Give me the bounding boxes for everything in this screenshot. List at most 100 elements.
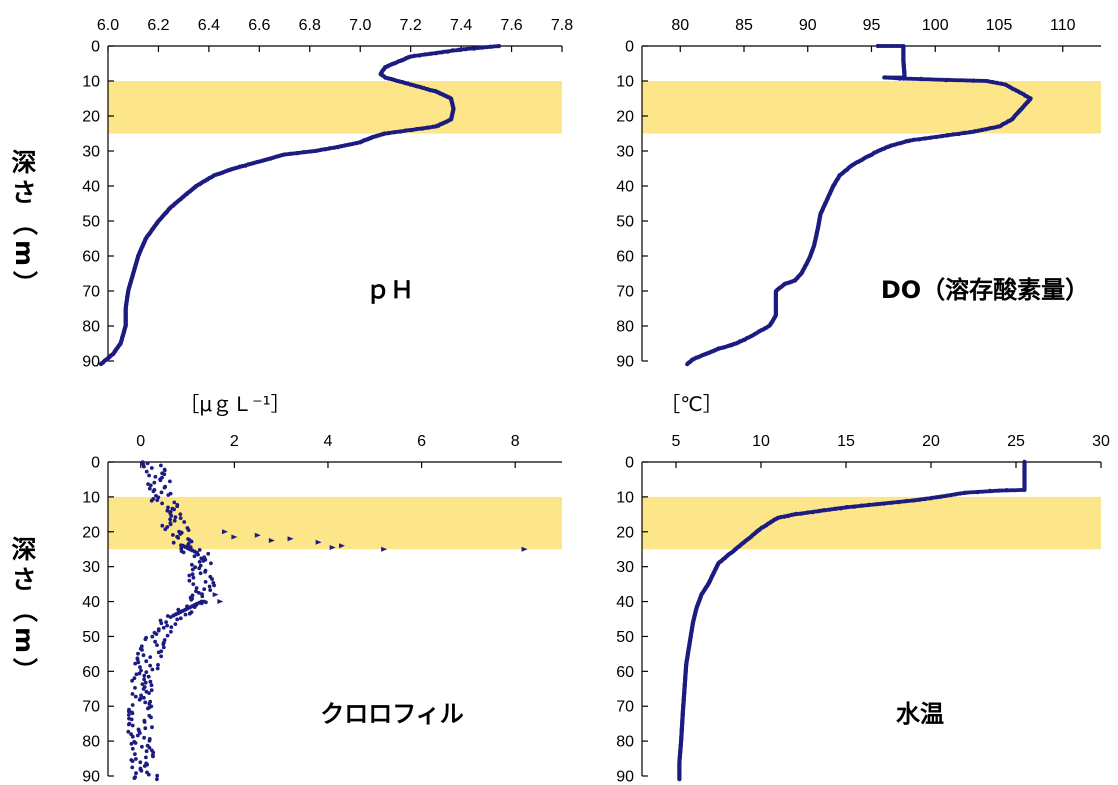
x-tick-label: 10 <box>752 433 770 450</box>
data-point <box>130 723 135 728</box>
data-point <box>130 711 135 716</box>
data-point <box>134 757 138 761</box>
data-point <box>138 760 143 765</box>
data-point <box>151 754 155 759</box>
data-point <box>202 587 207 591</box>
data-point <box>134 771 138 776</box>
data-point <box>132 776 137 780</box>
y-tick-label: 60 <box>82 249 100 266</box>
data-point <box>162 468 167 473</box>
data-point <box>168 479 172 484</box>
data-point <box>142 464 146 469</box>
data-point <box>187 578 192 583</box>
data-point-outlier <box>217 599 224 605</box>
y-tick-label: 60 <box>82 664 100 681</box>
highlight-band <box>108 81 562 134</box>
data-point <box>192 554 197 559</box>
data-point <box>149 498 154 503</box>
data-point <box>197 566 202 571</box>
y-tick-label: 90 <box>82 354 100 371</box>
data-point <box>164 620 169 624</box>
data-point <box>142 735 147 740</box>
data-point <box>140 744 144 749</box>
data-point <box>190 562 194 567</box>
data-point <box>141 653 146 658</box>
data-point <box>143 726 148 731</box>
data-point <box>159 490 164 495</box>
data-point <box>203 580 208 584</box>
data-point <box>148 483 153 488</box>
y-tick-label: 90 <box>616 354 634 371</box>
x-tick-label: 4 <box>324 433 333 450</box>
x-axis-label: ［μｇＬ⁻¹］ <box>179 392 290 416</box>
data-point-outlier <box>521 546 528 552</box>
data-point <box>159 463 163 468</box>
data-point <box>126 722 131 727</box>
data-point-outlier <box>339 543 346 549</box>
panel-top-left: 6.0 6.2 6.4 6.6 6.8 7.0 7.2 7.4 7.6 7.8 0 10 20 30 40 5… <box>82 17 573 371</box>
data-point <box>142 764 147 768</box>
y-tick-label: 0 <box>625 39 634 56</box>
y-tick-label: 10 <box>616 489 634 506</box>
data-point <box>171 533 175 537</box>
data-point <box>153 474 158 479</box>
x-tick-label: 6.2 <box>147 17 169 34</box>
y-tick-label: 90 <box>616 769 634 785</box>
data-point <box>383 65 388 69</box>
y-tick-label: 0 <box>91 455 100 472</box>
data-point <box>166 505 170 510</box>
data-point <box>152 480 157 485</box>
panel-title: クロロフィル <box>320 700 464 728</box>
data-point <box>133 741 138 745</box>
x-tick-label: 7.4 <box>450 17 472 34</box>
data-point <box>161 642 166 646</box>
data-point <box>129 717 134 722</box>
y-tick-label: 30 <box>82 144 100 161</box>
x-tick-label: 6.0 <box>97 17 119 34</box>
y-tick-label: 20 <box>82 524 100 541</box>
data-point <box>139 668 143 673</box>
data-point <box>189 597 194 602</box>
data-point <box>197 548 202 552</box>
data-point <box>193 565 198 570</box>
y-tick-label: 70 <box>616 284 634 301</box>
y-tick-label: 80 <box>82 319 100 336</box>
x-tick-label: 105 <box>986 17 1013 34</box>
data-point <box>162 485 167 490</box>
series-points <box>98 44 501 367</box>
data-point <box>149 466 154 470</box>
data-point <box>204 600 208 605</box>
data-point <box>147 745 152 750</box>
data-point <box>207 584 212 589</box>
data-point <box>190 567 195 572</box>
data-point-outlier <box>222 529 229 535</box>
x-tick-label: 30 <box>1092 433 1110 450</box>
panel-title: DO（溶存酸素量） <box>881 276 1089 304</box>
data-point-outlier <box>315 539 322 545</box>
data-point <box>178 516 183 520</box>
y-tick-label: 90 <box>82 769 100 785</box>
data-point <box>168 522 173 527</box>
data-point <box>209 561 213 566</box>
panel-top-right: 80 85 90 95 100 105 110 0 10 20 30 40 50 60 70 80 90 DO（溶… <box>616 17 1101 371</box>
data-point <box>677 777 682 782</box>
data-point <box>149 688 154 693</box>
data-point <box>189 539 194 544</box>
data-point <box>175 504 180 509</box>
data-point <box>149 715 153 720</box>
data-point <box>175 617 180 622</box>
data-point <box>142 677 147 682</box>
x-tick-label: 6 <box>417 433 426 450</box>
y-tick-label: 50 <box>616 629 634 646</box>
data-point <box>178 512 183 517</box>
y-tick-label: 60 <box>616 664 634 681</box>
data-point <box>130 746 135 751</box>
data-point <box>150 667 155 672</box>
data-point <box>901 44 906 48</box>
data-point <box>211 173 216 178</box>
data-point <box>168 517 173 522</box>
data-point <box>153 639 158 644</box>
data-point <box>162 472 167 477</box>
data-point <box>187 611 192 616</box>
